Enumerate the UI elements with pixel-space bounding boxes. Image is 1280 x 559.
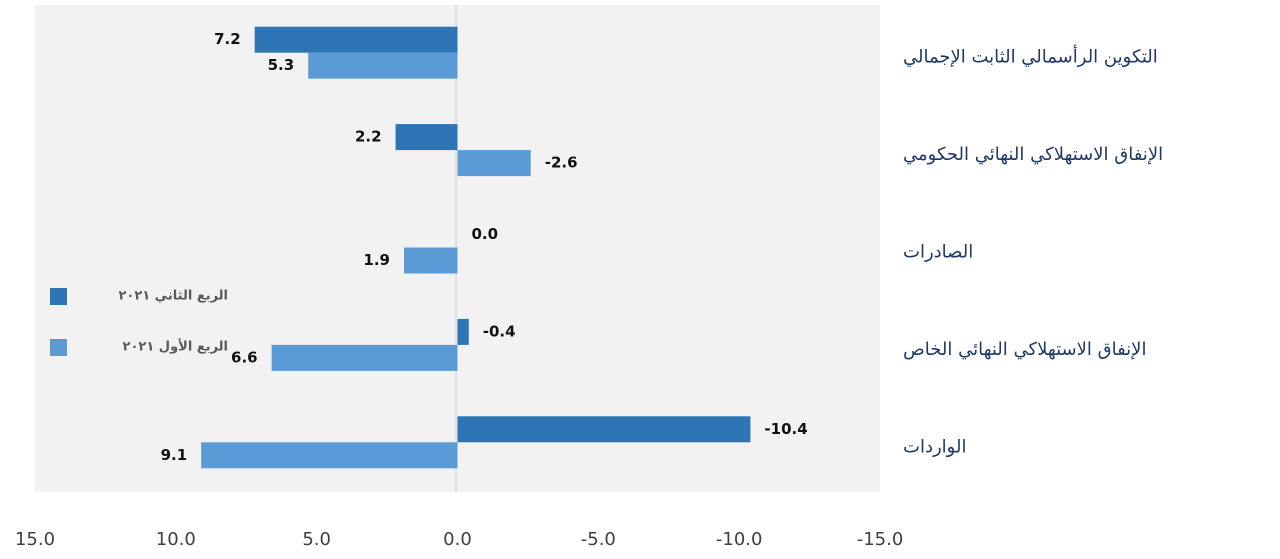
category-label: الصادرات xyxy=(903,242,973,263)
value-label: -10.4 xyxy=(764,420,807,438)
x-tick-label: -5.0 xyxy=(581,529,616,550)
x-tick-label: 0.0 xyxy=(443,529,472,550)
category-label: الواردات xyxy=(903,436,966,457)
x-tick-label: -15.0 xyxy=(857,529,904,550)
x-tick-label: -10.0 xyxy=(716,529,763,550)
bar xyxy=(457,150,531,177)
value-label: 5.3 xyxy=(268,56,295,74)
bar xyxy=(395,124,458,151)
value-label: 1.9 xyxy=(363,251,390,269)
category-label: الإنفاق الاستهلاكي النهائي الخاص xyxy=(903,339,1146,360)
legend-label: الربع الثاني ٢٠٢١ xyxy=(118,289,228,304)
bar xyxy=(254,26,458,53)
legend-swatch xyxy=(50,339,67,356)
value-label: 7.2 xyxy=(214,30,241,48)
x-tick-label: 15.0 xyxy=(15,529,55,550)
x-tick-label: 10.0 xyxy=(156,529,196,550)
category-label: التكوين الرأسمالي الثابت الإجمالي xyxy=(903,45,1158,68)
bar xyxy=(457,416,751,443)
value-label: -0.4 xyxy=(483,322,516,340)
legend-label: الربع الأول ٢٠٢١ xyxy=(123,338,228,355)
bar xyxy=(201,442,458,469)
value-label: 9.1 xyxy=(161,446,188,464)
value-label: 2.2 xyxy=(355,128,382,146)
category-label: الإنفاق الاستهلاكي النهائي الحكومي xyxy=(903,144,1163,165)
bar xyxy=(403,247,458,274)
value-label: 6.6 xyxy=(231,348,258,366)
value-label: 0.0 xyxy=(472,225,499,243)
x-tick-label: 5.0 xyxy=(302,529,331,550)
bar xyxy=(271,344,458,371)
legend-swatch xyxy=(50,288,67,305)
value-label: -2.6 xyxy=(545,154,578,172)
bar xyxy=(457,318,469,345)
bar xyxy=(308,52,458,79)
